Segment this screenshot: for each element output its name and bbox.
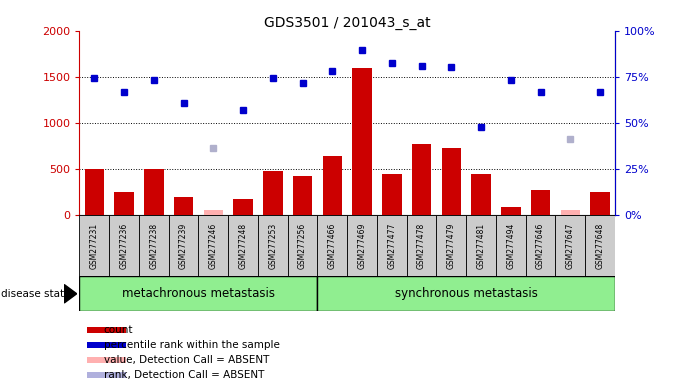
Title: GDS3501 / 201043_s_at: GDS3501 / 201043_s_at <box>264 16 430 30</box>
Text: metachronous metastasis: metachronous metastasis <box>122 287 275 300</box>
Bar <box>352 68 372 215</box>
Bar <box>323 156 342 215</box>
Bar <box>88 357 126 363</box>
Bar <box>412 144 431 215</box>
Bar <box>258 215 287 276</box>
Text: GSM277248: GSM277248 <box>238 223 247 269</box>
Bar <box>466 215 496 276</box>
Bar <box>228 215 258 276</box>
Text: rank, Detection Call = ABSENT: rank, Detection Call = ABSENT <box>104 370 264 380</box>
Bar <box>531 190 550 215</box>
Bar <box>471 174 491 215</box>
Text: GSM277231: GSM277231 <box>90 223 99 269</box>
Bar <box>556 215 585 276</box>
Polygon shape <box>64 285 77 303</box>
Bar <box>501 207 520 215</box>
Text: GSM277256: GSM277256 <box>298 223 307 269</box>
Bar <box>496 215 526 276</box>
Text: GSM277479: GSM277479 <box>447 223 456 269</box>
Text: GSM277238: GSM277238 <box>149 223 158 269</box>
Bar <box>198 215 228 276</box>
Bar <box>115 192 134 215</box>
Bar <box>109 215 139 276</box>
Bar <box>317 215 347 276</box>
Bar <box>526 215 556 276</box>
Bar <box>204 210 223 215</box>
Text: GSM277466: GSM277466 <box>328 223 337 269</box>
Bar <box>382 174 401 215</box>
Text: GSM277246: GSM277246 <box>209 223 218 269</box>
Bar <box>234 199 253 215</box>
Text: GSM277469: GSM277469 <box>358 223 367 269</box>
Text: percentile rank within the sample: percentile rank within the sample <box>104 340 279 350</box>
Bar <box>169 215 198 276</box>
Bar <box>263 171 283 215</box>
Text: GSM277646: GSM277646 <box>536 223 545 269</box>
Bar <box>79 215 109 276</box>
Bar <box>560 210 580 215</box>
Bar <box>139 215 169 276</box>
Text: GSM277239: GSM277239 <box>179 223 188 269</box>
Text: GSM277648: GSM277648 <box>596 223 605 269</box>
Text: synchronous metastasis: synchronous metastasis <box>395 287 538 300</box>
Text: GSM277236: GSM277236 <box>120 223 129 269</box>
Bar <box>317 276 615 311</box>
Bar <box>174 197 193 215</box>
Text: GSM277253: GSM277253 <box>268 223 277 269</box>
Text: GSM277477: GSM277477 <box>388 223 397 269</box>
Text: GSM277481: GSM277481 <box>477 223 486 269</box>
Text: disease state: disease state <box>1 289 70 299</box>
Bar <box>88 372 126 378</box>
Text: GSM277478: GSM277478 <box>417 223 426 269</box>
Bar <box>377 215 407 276</box>
Bar <box>407 215 437 276</box>
Text: count: count <box>104 325 133 335</box>
Bar <box>79 276 317 311</box>
Bar <box>347 215 377 276</box>
Text: GSM277494: GSM277494 <box>507 223 515 269</box>
Bar <box>293 176 312 215</box>
Bar <box>442 148 461 215</box>
Bar <box>437 215 466 276</box>
Bar <box>88 342 126 348</box>
Text: GSM277647: GSM277647 <box>566 223 575 269</box>
Text: value, Detection Call = ABSENT: value, Detection Call = ABSENT <box>104 355 269 365</box>
Bar <box>590 192 609 215</box>
Bar <box>585 215 615 276</box>
Bar <box>85 169 104 215</box>
Bar <box>287 215 317 276</box>
Bar <box>88 327 126 333</box>
Bar <box>144 169 164 215</box>
